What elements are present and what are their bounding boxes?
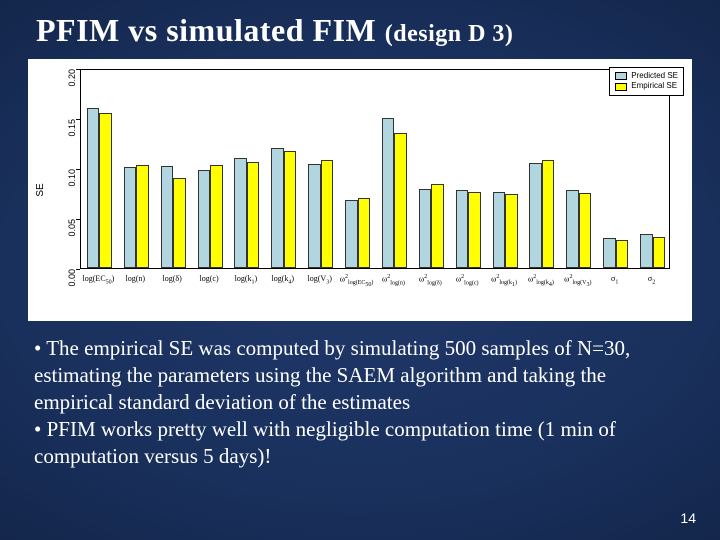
bar-predicted <box>419 189 432 268</box>
x-axis-label: ω2log(c) <box>456 274 479 286</box>
x-axis-label: σ2 <box>648 274 655 286</box>
page-number: 14 <box>680 510 696 526</box>
legend-swatch-empirical <box>615 83 627 91</box>
x-axis-label: ω2log(n) <box>382 274 405 286</box>
chart-legend: Predicted SE Empirical SE <box>609 67 684 96</box>
bar-predicted <box>198 170 211 268</box>
ytick-label: 0.15 <box>67 119 77 163</box>
bullet-1-text: The empirical SE was computed by simulat… <box>34 336 630 414</box>
x-axis-label: ω2log(k4) <box>528 274 554 288</box>
legend-row-empirical: Empirical SE <box>615 81 678 91</box>
legend-label-empirical: Empirical SE <box>631 81 677 91</box>
slide: PFIM vs simulated FIM (design D 3) SE Pr… <box>0 0 720 540</box>
x-axis-label: ω2log(δ) <box>419 274 442 286</box>
title-main: PFIM vs simulated FIM <box>36 12 385 48</box>
bar-empirical <box>579 193 592 268</box>
ytick-label: 0.20 <box>67 69 77 113</box>
bar-predicted <box>640 234 653 268</box>
title-sub: (design D 3) <box>385 21 514 47</box>
bar-empirical <box>173 178 186 268</box>
bar-empirical <box>394 133 407 268</box>
bar-predicted <box>603 238 616 268</box>
bullet-1: • The empirical SE was computed by simul… <box>34 335 686 416</box>
bar-predicted <box>308 164 321 268</box>
bullet-list: • The empirical SE was computed by simul… <box>34 335 686 469</box>
x-axis-label: log(n) <box>126 274 146 283</box>
bar-predicted <box>529 163 542 268</box>
x-axis-label: ω2log(EC50) <box>340 274 374 288</box>
plot-area <box>80 69 670 269</box>
x-axis-label: ω2log(k1) <box>491 274 517 288</box>
bar-predicted <box>566 190 579 268</box>
x-axis-label: log(k1) <box>235 274 258 286</box>
x-axis-label: log(V3) <box>308 274 332 286</box>
bullet-2-text: PFIM works pretty well with negligible c… <box>34 417 616 468</box>
chart-panel: SE Predicted SE Empirical SE 0.00 0.05 0.1… <box>28 59 692 321</box>
bar-empirical <box>653 237 666 268</box>
bar-empirical <box>247 162 260 268</box>
x-axis-label: log(δ) <box>163 274 182 283</box>
bar-empirical <box>468 192 481 268</box>
bar-predicted <box>271 148 284 268</box>
bar-empirical <box>210 165 223 268</box>
slide-title: PFIM vs simulated FIM (design D 3) <box>36 12 692 49</box>
bar-predicted <box>382 118 395 268</box>
bars-layer <box>81 70 669 268</box>
ytick-label: 0.05 <box>67 219 77 263</box>
bar-empirical <box>505 194 518 268</box>
bar-empirical <box>136 165 149 268</box>
bar-predicted <box>493 192 506 268</box>
legend-swatch-predicted <box>615 72 627 80</box>
bar-empirical <box>358 198 371 268</box>
x-axis-label: log(EC50) <box>83 274 115 286</box>
x-axis-label: σ1 <box>611 274 618 286</box>
bullet-2: • PFIM works pretty well with negligible… <box>34 416 686 470</box>
bar-predicted <box>345 200 358 268</box>
bar-empirical <box>321 160 334 268</box>
legend-row-predicted: Predicted SE <box>615 71 678 81</box>
bar-predicted <box>124 167 137 268</box>
ytick-label: 0.00 <box>67 269 77 313</box>
bar-empirical <box>284 151 297 268</box>
ytick-label: 0.10 <box>67 169 77 213</box>
x-axis-label: ω2log(V3) <box>564 274 591 288</box>
y-axis-label: SE <box>35 183 46 196</box>
bar-predicted <box>234 158 247 268</box>
bar-empirical <box>616 240 629 268</box>
bar-empirical <box>542 160 555 268</box>
bar-empirical <box>431 184 444 268</box>
bar-empirical <box>99 113 112 268</box>
x-axis-label: log(c) <box>200 274 219 283</box>
bar-predicted <box>161 166 174 268</box>
bar-predicted <box>456 190 469 268</box>
x-axis-label: log(k4) <box>272 274 295 286</box>
legend-label-predicted: Predicted SE <box>631 71 678 81</box>
bar-predicted <box>87 108 100 268</box>
